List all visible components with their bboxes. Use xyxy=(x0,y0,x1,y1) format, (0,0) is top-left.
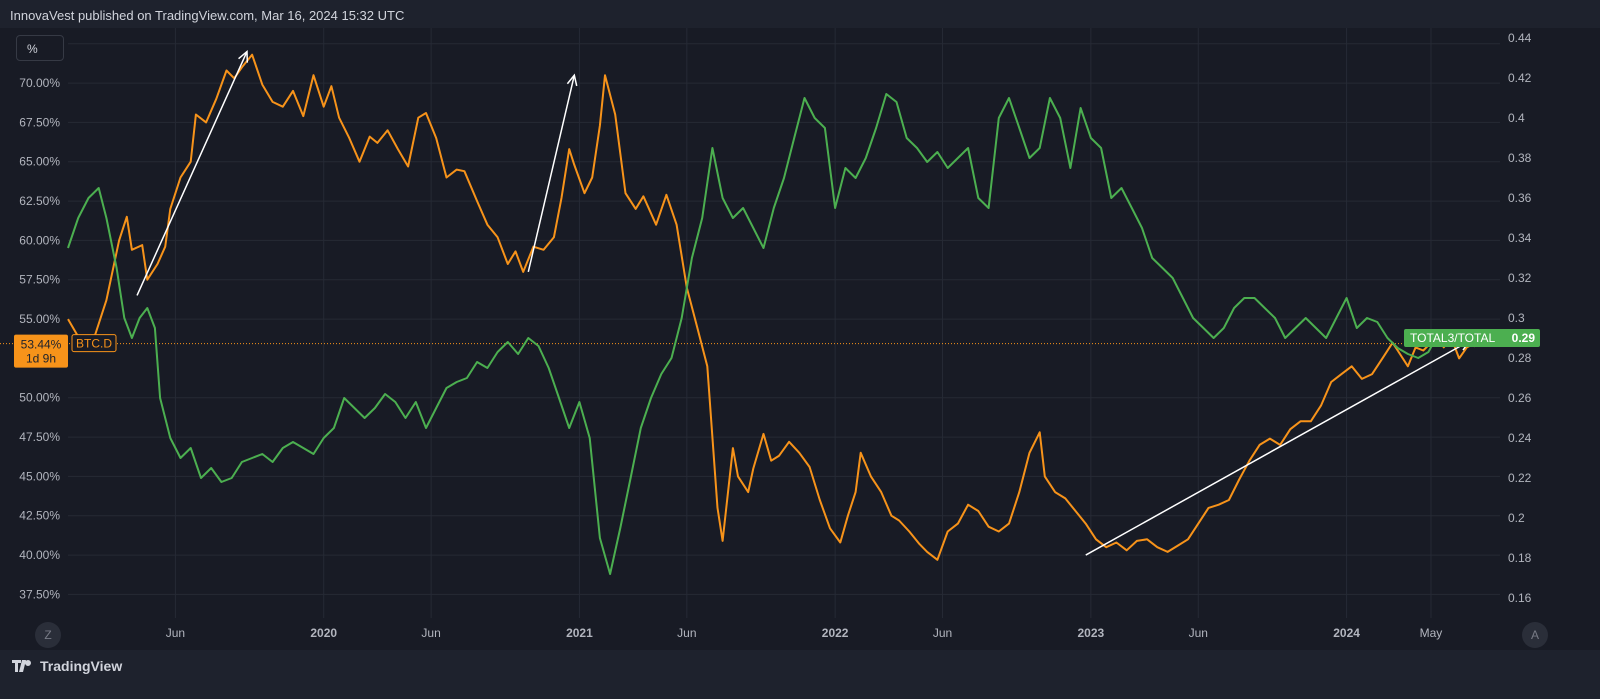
right-tick-label: 0.26 xyxy=(1508,391,1532,405)
trend-arrow-head xyxy=(238,50,249,63)
x-tick-label: Jun xyxy=(421,626,440,640)
x-tick-label: Jun xyxy=(677,626,696,640)
total3-value-label: 0.29 xyxy=(1512,331,1536,345)
btc-countdown-label: 1d 9h xyxy=(26,352,56,366)
publisher-header: InnovaVest published on TradingView.com,… xyxy=(10,8,405,23)
series-line-btc-d xyxy=(67,53,1475,561)
btc-value-label: 53.44% xyxy=(21,338,62,352)
right-tick-label: 0.4 xyxy=(1508,111,1525,125)
right-tick-label: 0.18 xyxy=(1508,551,1532,565)
footer: TradingView xyxy=(12,658,122,674)
x-axis: Jun 2020 Jun 2021 Jun 2022 Jun 2023 Jun 2024 May xyxy=(166,626,1443,640)
annotations xyxy=(136,50,1471,556)
trend-arrow xyxy=(1085,340,1470,556)
left-tick-label: 65.00% xyxy=(19,155,60,169)
right-tick-label: 0.36 xyxy=(1508,191,1532,205)
grid xyxy=(68,28,1500,618)
left-tick-label: 57.50% xyxy=(19,273,60,287)
right-tick-label: 0.3 xyxy=(1508,311,1525,325)
left-tick-label: 50.00% xyxy=(19,391,60,405)
trend-arrow xyxy=(527,75,576,273)
x-tick-label: Jun xyxy=(1189,626,1208,640)
right-tick-label: 0.42 xyxy=(1508,71,1532,85)
chart-svg[interactable]: 72.50%70.00%67.50%65.00%62.50%60.00%57.5… xyxy=(0,28,1600,650)
btc-name-label: BTC.D xyxy=(76,337,112,351)
left-tick-label: 60.00% xyxy=(19,233,60,247)
left-axis: 72.50%70.00%67.50%65.00%62.50%60.00%57.5… xyxy=(19,37,60,602)
x-tick-label: 2020 xyxy=(310,626,337,640)
x-tick-label: 2023 xyxy=(1078,626,1105,640)
x-tick-label: May xyxy=(1420,626,1443,640)
left-tick-label: 42.50% xyxy=(19,509,60,523)
right-tick-label: 0.28 xyxy=(1508,351,1532,365)
left-tick-label: 62.50% xyxy=(19,194,60,208)
series-lines xyxy=(0,53,1500,575)
btc-value-tag xyxy=(14,334,68,368)
left-tick-label: 55.00% xyxy=(19,312,60,326)
series-labels: 53.44%1d 9h BTC.D TOTAL3/TOTAL 0.29 xyxy=(14,329,1540,368)
trend-arrow-head xyxy=(566,73,578,87)
right-tick-label: 0.24 xyxy=(1508,431,1532,445)
left-tick-label: 70.00% xyxy=(19,76,60,90)
total3-tag xyxy=(1404,329,1540,347)
right-tick-label: 0.32 xyxy=(1508,271,1532,285)
left-tick-label: 47.50% xyxy=(19,430,60,444)
auto-scale-button[interactable]: A xyxy=(1522,622,1548,648)
right-tick-label: 0.16 xyxy=(1508,591,1532,605)
left-tick-label: 67.50% xyxy=(19,115,60,129)
right-tick-label: 0.2 xyxy=(1508,511,1525,525)
footer-brand[interactable]: TradingView xyxy=(40,658,123,674)
btc-name-tag xyxy=(71,334,117,353)
x-tick-label: Jun xyxy=(166,626,185,640)
trend-arrow xyxy=(136,51,248,296)
right-axis: 0.44 0.42 0.4 0.38 0.36 0.34 0.32 0.3 0.28 0.26 0.… xyxy=(1508,31,1532,605)
left-tick-label: 37.50% xyxy=(19,587,60,601)
left-tick-label: 45.00% xyxy=(19,469,60,483)
right-tick-label: 0.22 xyxy=(1508,471,1532,485)
left-tick-label: 40.00% xyxy=(19,548,60,562)
chart-frame[interactable]: 72.50%70.00%67.50%65.00%62.50%60.00%57.5… xyxy=(0,28,1600,650)
total3-name-label: TOTAL3/TOTAL xyxy=(1410,331,1495,345)
tradingview-logo-icon xyxy=(12,660,31,672)
x-tick-label: 2022 xyxy=(822,626,849,640)
zoom-reset-button[interactable]: Z xyxy=(35,622,61,648)
x-tick-label: Jun xyxy=(933,626,952,640)
x-tick-label: 2024 xyxy=(1333,626,1360,640)
right-tick-label: 0.38 xyxy=(1508,151,1532,165)
right-tick-label: 0.34 xyxy=(1508,231,1532,245)
series-line-total3-total xyxy=(67,93,1437,575)
right-tick-label: 0.44 xyxy=(1508,31,1532,45)
scale-unit-button[interactable]: % xyxy=(16,35,64,61)
x-tick-label: 2021 xyxy=(566,626,593,640)
